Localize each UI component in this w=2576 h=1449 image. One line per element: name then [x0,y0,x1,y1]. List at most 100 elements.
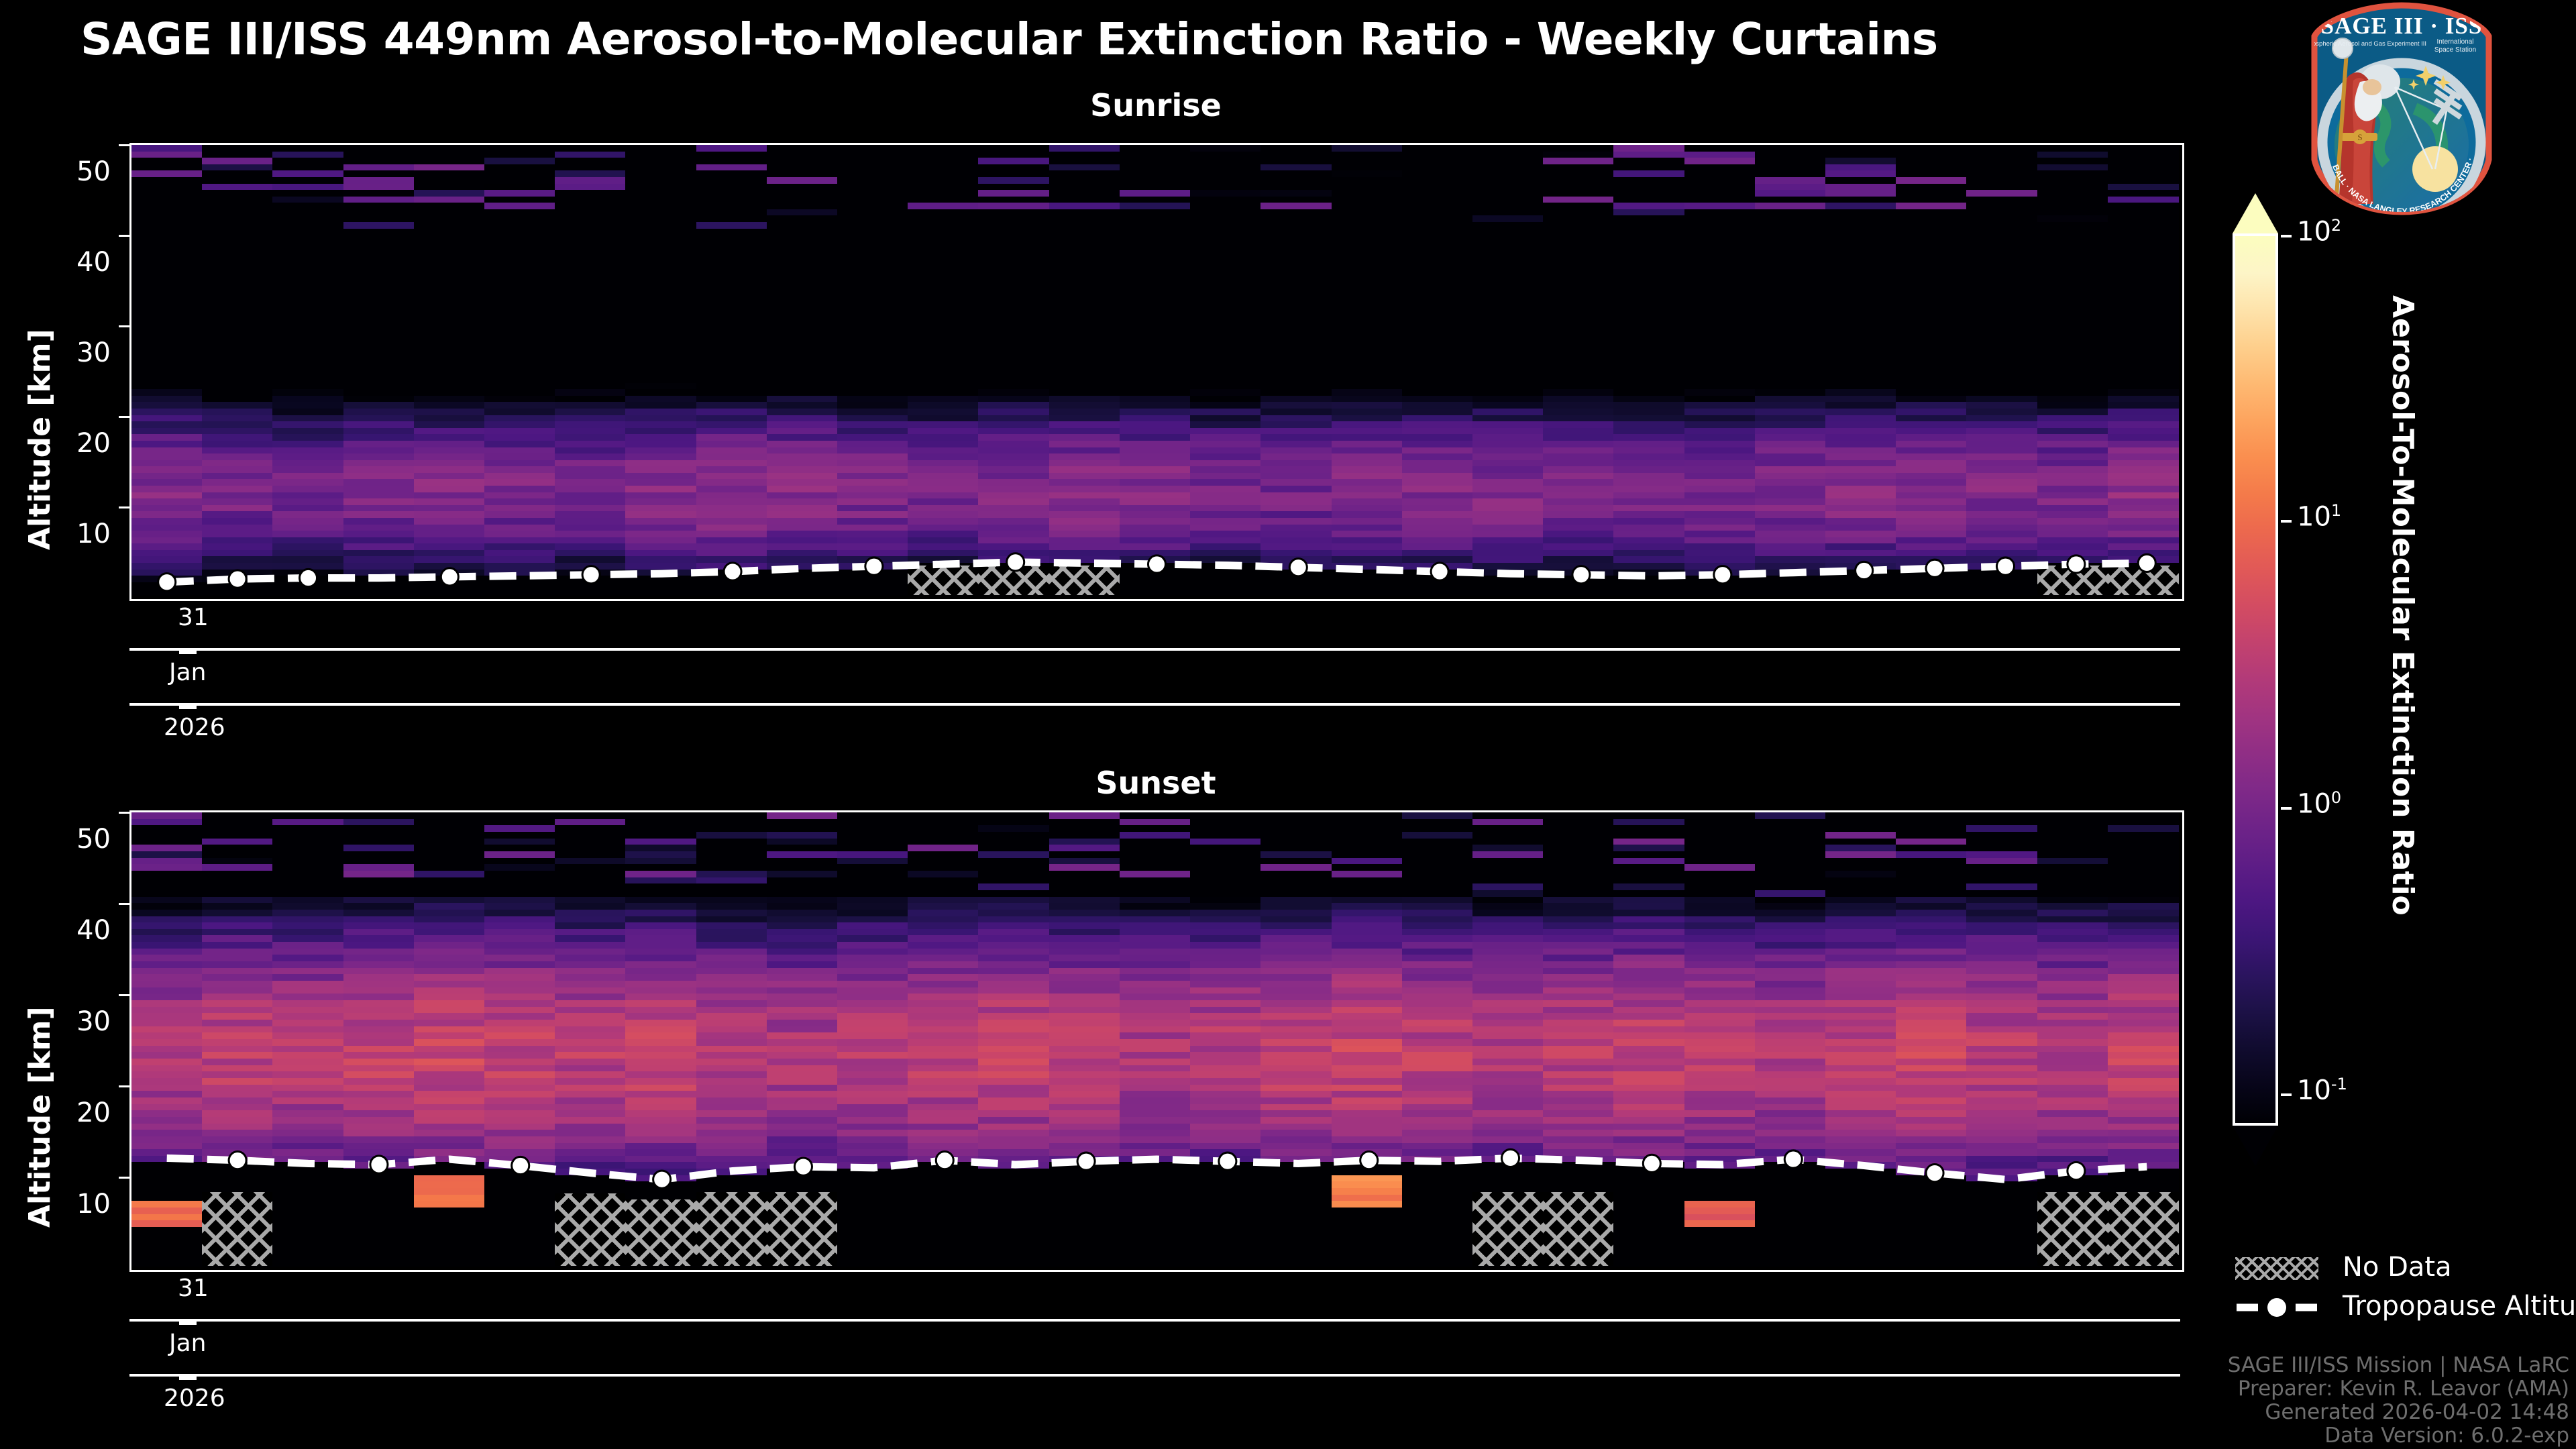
heatmap-column [202,812,274,1270]
y-tick-sunrise-50: 50 [76,156,111,187]
heatmap-column [696,812,767,1270]
y-tickmark-sunrise-30 [119,325,129,327]
heatmap-column [413,812,485,1270]
x-tick-year-sunset: 2026 [164,1385,225,1412]
y-tickmark-sunrise-50 [119,144,129,146]
y-tickmark-sunrise-10 [119,506,129,508]
svg-text:Stratospheric Aerosol and Gas: Stratospheric Aerosol and Gas Experiment… [2301,40,2426,48]
colorbar-tickmark-1e-1 [2281,1093,2292,1096]
heatmap-column [1331,812,1403,1270]
footer-line-generated: Generated 2026-04-02 14:48 [2265,1400,2569,1424]
no-data-hatch-region [625,1199,697,1266]
y-tickmark-sunset-40 [119,903,129,905]
y-tick-sunrise-40: 40 [76,247,111,278]
no-data-hatch-region [202,1191,274,1266]
heatmap-column [766,145,838,599]
colorbar-ticklabel-1e1: 101 [2297,501,2342,533]
no-data-hatch-region [1472,1191,1544,1266]
colorbar[interactable] [2233,193,2278,1166]
heatmap-column [1049,145,1120,599]
x-axis-row-line-month-sunrise [129,648,2180,651]
heatmap-column [2037,812,2108,1270]
heatmap-column [1401,812,1473,1270]
heatmap-column [1896,812,1968,1270]
colorbar-ticklabel-1e-1: 10-1 [2297,1075,2347,1106]
no-data-hatch-region [2037,1191,2108,1266]
heatmap-column [272,145,344,599]
x-axis-nub-month-sunset [179,1319,197,1325]
heatmap-column [555,812,627,1270]
colorbar-gradient [2233,233,2278,1126]
legend-label-tropopause: Tropopause Altitude [2343,1291,2576,1322]
heatmap-column [2107,812,2179,1270]
heatmap-sunrise[interactable] [129,143,2184,601]
heatmap-column [1966,812,2038,1270]
svg-text:International: International [2436,38,2473,46]
legend-item-no-data: No Data [2235,1249,2571,1288]
footer-line-mission: SAGE III/ISS Mission | NASA LaRC [2227,1353,2569,1377]
heatmap-column [837,812,909,1270]
svg-text:S: S [2357,132,2362,142]
heatmap-column [1966,145,2038,599]
heatmap-column [1754,812,1826,1270]
dashed-line-marker-icon [2235,1296,2318,1319]
heatmap-column [625,145,697,599]
panel-title-sunrise: Sunrise [1090,87,1222,123]
no-data-hatch-region [555,1193,627,1266]
heatmap-column [343,812,415,1270]
heatmap-column [1331,145,1403,599]
heatmap-column [1049,812,1120,1270]
x-axis-row-line-month-sunset [129,1319,2180,1322]
y-tickmark-sunset-20 [119,1085,129,1087]
x-axis-row-line-year-sunrise [129,703,2180,706]
heatmap-column [1825,812,1896,1270]
heatmap-column [908,145,979,599]
sage-iii-iss-logo: S SAGE III · ISS Stratospheric Aerosol a… [2301,1,2502,216]
x-tick-month-sunset: Jan [169,1330,207,1357]
heatmap-column [1472,145,1544,599]
x-axis-nub-year-sunrise [179,703,197,709]
y-tickmark-sunrise-20 [119,416,129,418]
colorbar-label: Aerosol-To-Molecular Extinction Ratio [2385,295,2420,916]
y-tickmark-sunset-30 [119,994,129,996]
colorbar-ticklabel-1e0: 100 [2297,788,2342,820]
heatmap-column [1825,145,1896,599]
hatch-swatch-icon [2235,1257,2318,1280]
heatmap-column [131,812,203,1270]
colorbar-extend-min-arrow [2233,1126,2278,1166]
panel-title-sunset: Sunset [1095,765,1216,801]
no-data-hatch-region [2107,1191,2179,1266]
heatmap-sunset[interactable] [129,810,2184,1272]
heatmap-column [1119,812,1191,1270]
heatmap-column [1613,812,1685,1270]
heatmap-column [978,812,1050,1270]
colorbar-tickmark-1e2 [2281,235,2292,237]
y-tick-sunset-20: 20 [76,1097,111,1128]
tropopause-line-sunset [166,1148,2147,1189]
heatmap-column [343,145,415,599]
y-tick-sunset-50: 50 [76,824,111,855]
y-tick-sunset-40: 40 [76,915,111,946]
footer-credits: SAGE III/ISS Mission | NASA LaRC Prepare… [1966,1354,2569,1448]
no-data-hatch-region [908,566,979,595]
x-axis-nub-month-sunrise [179,648,197,654]
heatmap-column [1401,145,1473,599]
page-title: SAGE III/ISS 449nm Aerosol-to-Molecular … [80,13,1938,65]
heatmap-column [1260,812,1332,1270]
colorbar-tickmark-1e0 [2281,807,2292,810]
y-tick-sunrise-20: 20 [76,428,111,459]
y-tickmark-sunset-10 [119,1177,129,1179]
heatmap-column [1684,812,1756,1270]
y-tick-sunset-30: 30 [76,1006,111,1037]
heatmap-column [1472,812,1544,1270]
heatmap-column [555,145,627,599]
tropopause-line-sunrise [157,552,2157,592]
x-tick-day-sunrise: 31 [178,604,209,631]
heatmap-column [484,145,556,599]
colorbar-tickmark-1e1 [2281,520,2292,523]
y-tick-sunrise-30: 30 [76,337,111,368]
heatmap-column [1190,145,1262,599]
x-tick-year-sunrise: 2026 [164,714,225,741]
no-data-hatch-region [696,1191,767,1266]
x-axis-nub-year-sunset [179,1374,197,1380]
